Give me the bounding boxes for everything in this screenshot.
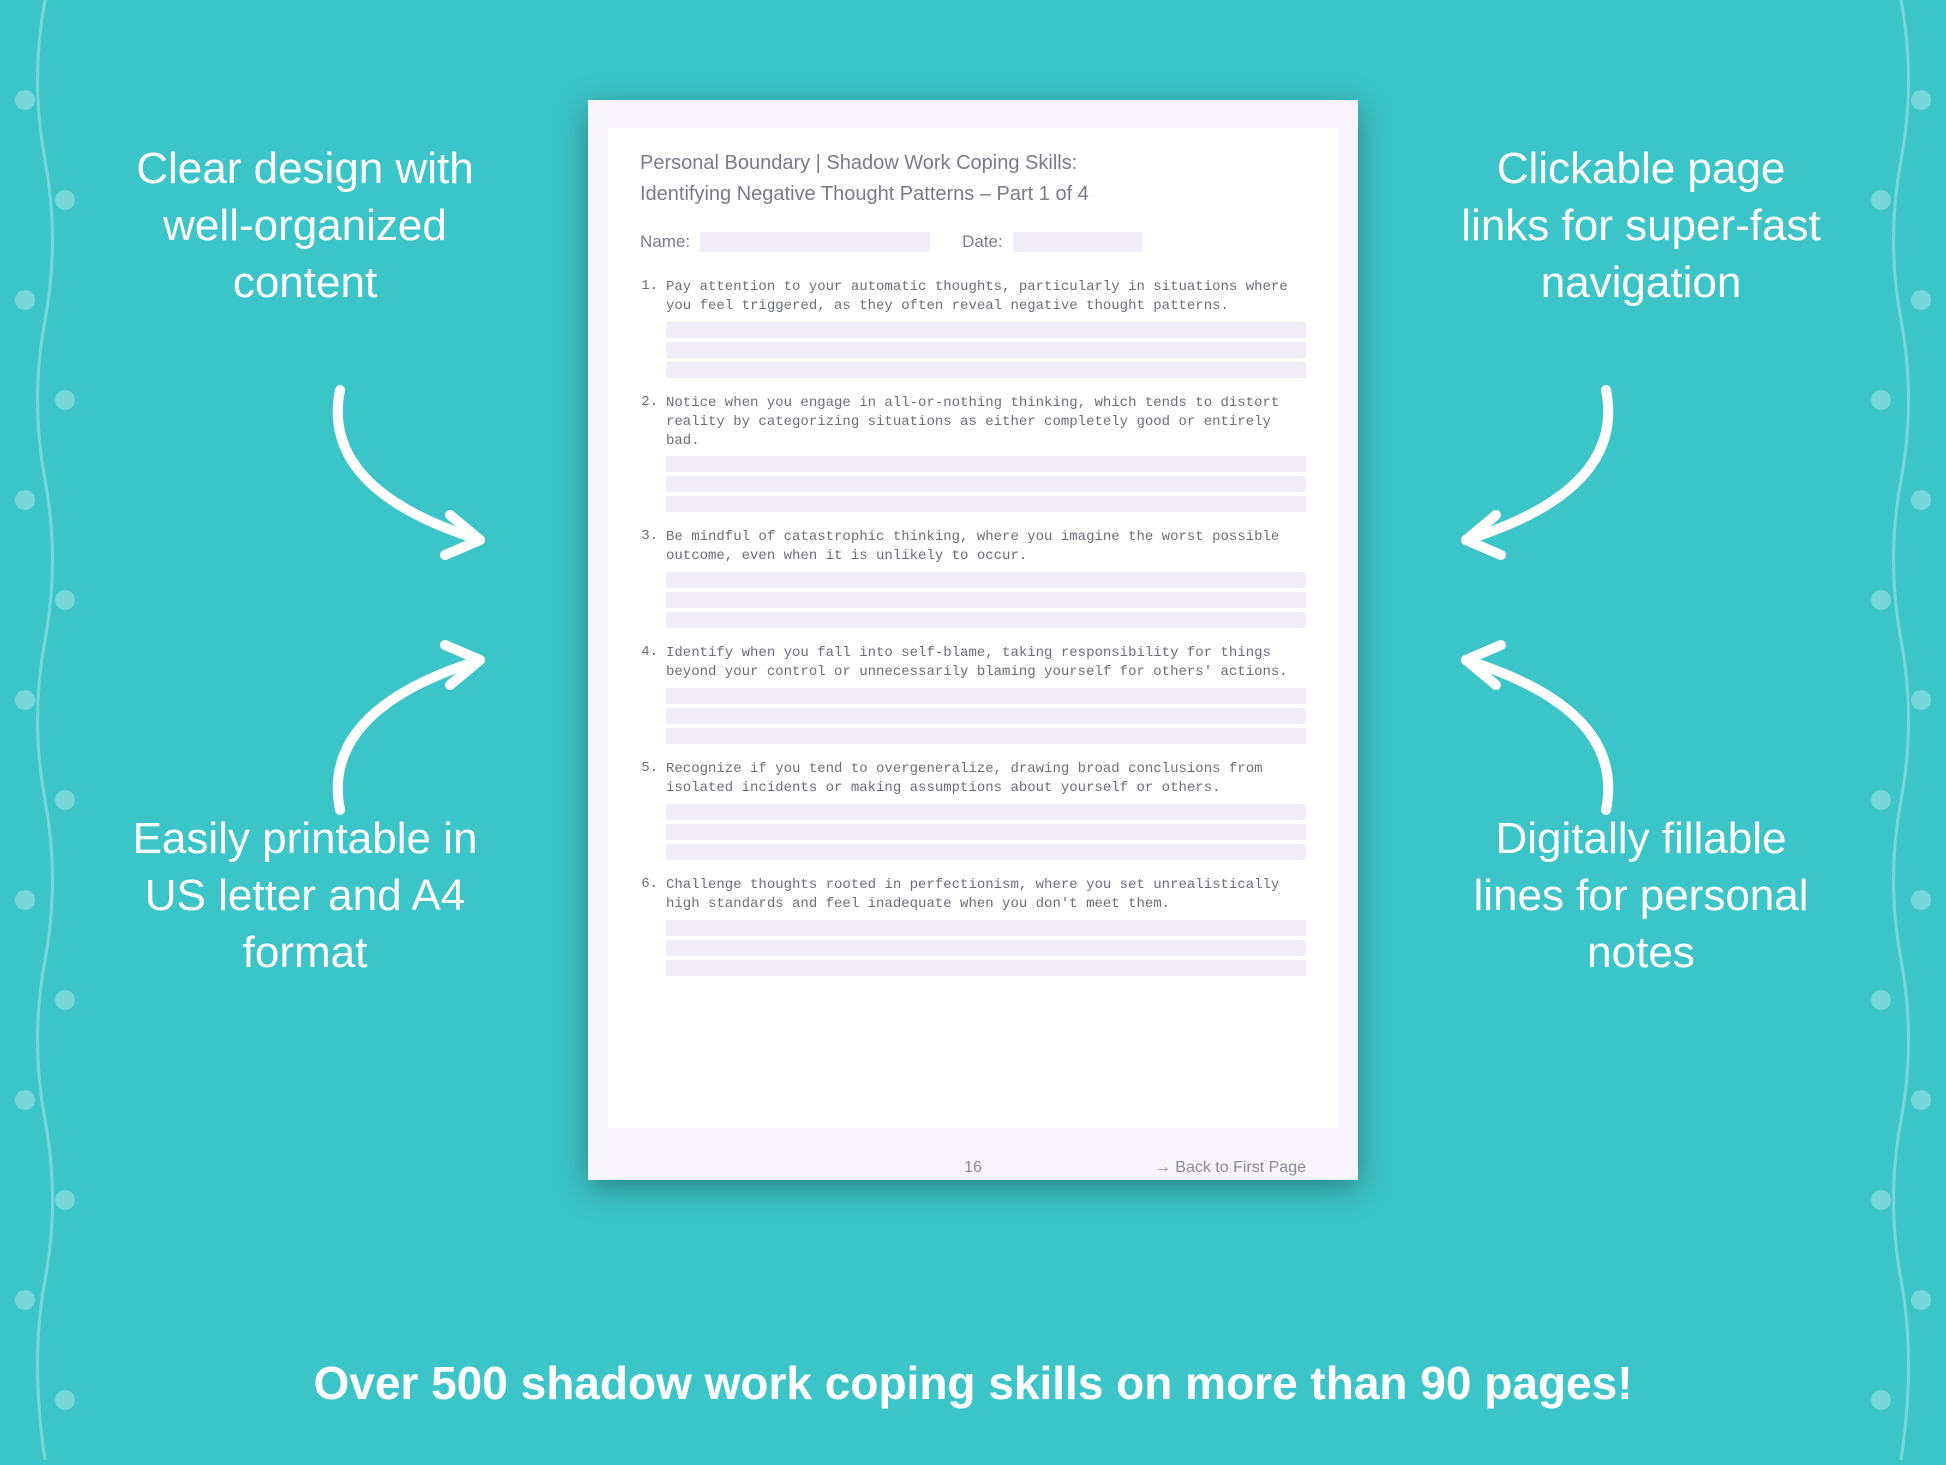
worksheet-item: 3.Be mindful of catastrophic thinking, w…: [640, 528, 1306, 628]
date-input[interactable]: [1013, 232, 1143, 252]
fillable-line[interactable]: [666, 728, 1306, 744]
callout-top-left: Clear design with well-organized content: [120, 140, 490, 312]
fillable-line[interactable]: [666, 456, 1306, 472]
worksheet-item: 2.Notice when you engage in all-or-nothi…: [640, 394, 1306, 513]
item-number: 3.: [640, 528, 658, 566]
worksheet-item: 4.Identify when you fall into self-blame…: [640, 644, 1306, 744]
fillable-line[interactable]: [666, 322, 1306, 338]
worksheet-page: Personal Boundary | Shadow Work Coping S…: [588, 100, 1358, 1180]
worksheet-item: 1.Pay attention to your automatic though…: [640, 278, 1306, 378]
item-fill-lines: [666, 688, 1306, 744]
fillable-line[interactable]: [666, 592, 1306, 608]
fillable-line[interactable]: [666, 342, 1306, 358]
name-date-row: Name: Date:: [640, 232, 1306, 252]
fillable-line[interactable]: [666, 844, 1306, 860]
item-text: Challenge thoughts rooted in perfectioni…: [666, 876, 1306, 914]
item-text: Identify when you fall into self-blame, …: [666, 644, 1306, 682]
item-fill-lines: [666, 572, 1306, 628]
worksheet-item: 6.Challenge thoughts rooted in perfectio…: [640, 876, 1306, 976]
item-fill-lines: [666, 920, 1306, 976]
worksheet-item: 5.Recognize if you tend to overgeneraliz…: [640, 760, 1306, 860]
date-label: Date:: [962, 232, 1003, 252]
promo-footer-text: Over 500 shadow work coping skills on mo…: [0, 1356, 1946, 1410]
fillable-line[interactable]: [666, 804, 1306, 820]
fillable-line[interactable]: [666, 362, 1306, 378]
arrow-top-right-icon: [1426, 370, 1646, 575]
item-number: 5.: [640, 760, 658, 798]
worksheet-items: 1.Pay attention to your automatic though…: [640, 278, 1306, 976]
fillable-line[interactable]: [666, 688, 1306, 704]
worksheet-header: Personal Boundary | Shadow Work Coping S…: [640, 148, 1306, 210]
item-number: 1.: [640, 278, 658, 316]
back-to-first-page-link[interactable]: → Back to First Page: [1155, 1159, 1306, 1177]
fillable-line[interactable]: [666, 476, 1306, 492]
fillable-line[interactable]: [666, 960, 1306, 976]
worksheet-page-inner: Personal Boundary | Shadow Work Coping S…: [608, 128, 1338, 1128]
item-fill-lines: [666, 456, 1306, 512]
fillable-line[interactable]: [666, 920, 1306, 936]
item-text: Recognize if you tend to overgeneralize,…: [666, 760, 1306, 798]
item-number: 4.: [640, 644, 658, 682]
item-text: Notice when you engage in all-or-nothing…: [666, 394, 1306, 451]
arrow-bottom-right-icon: [1426, 630, 1646, 835]
callout-top-right: Clickable page links for super-fast navi…: [1456, 140, 1826, 312]
callout-bottom-right: Digitally fillable lines for personal no…: [1456, 810, 1826, 982]
arrow-bottom-left-icon: [300, 630, 520, 835]
fillable-line[interactable]: [666, 496, 1306, 512]
fillable-line[interactable]: [666, 572, 1306, 588]
name-label: Name:: [640, 232, 690, 252]
item-text: Pay attention to your automatic thoughts…: [666, 278, 1306, 316]
item-number: 2.: [640, 394, 658, 451]
item-text: Be mindful of catastrophic thinking, whe…: [666, 528, 1306, 566]
item-fill-lines: [666, 322, 1306, 378]
callout-bottom-left: Easily printable in US letter and A4 for…: [120, 810, 490, 982]
page-number: 16: [964, 1159, 982, 1177]
fillable-line[interactable]: [666, 940, 1306, 956]
fillable-line[interactable]: [666, 824, 1306, 840]
decorative-vine-left: [0, 0, 90, 1460]
fillable-line[interactable]: [666, 708, 1306, 724]
fillable-line[interactable]: [666, 612, 1306, 628]
worksheet-header-line2: Identifying Negative Thought Patterns – …: [640, 179, 1306, 210]
worksheet-header-line1: Personal Boundary | Shadow Work Coping S…: [640, 148, 1306, 179]
name-input[interactable]: [700, 232, 930, 252]
decorative-vine-right: [1856, 0, 1946, 1460]
item-fill-lines: [666, 804, 1306, 860]
arrow-top-left-icon: [300, 370, 520, 575]
item-number: 6.: [640, 876, 658, 914]
